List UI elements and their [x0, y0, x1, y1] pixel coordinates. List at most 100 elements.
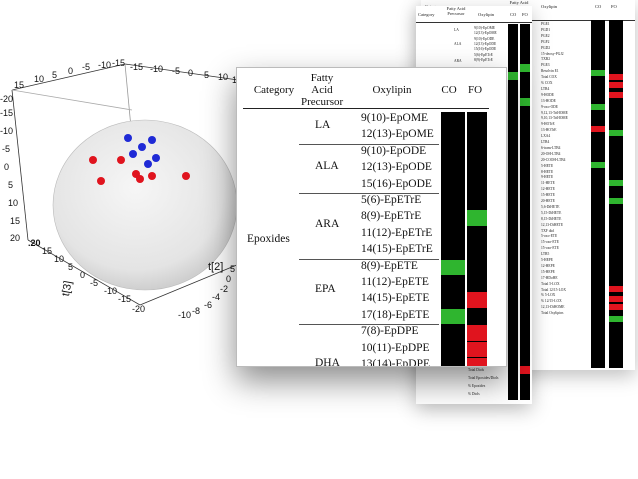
mid-bottom-row: Total Diols	[468, 368, 485, 372]
left-tick-3: -5	[2, 144, 10, 154]
header-category: Category	[253, 84, 295, 96]
right-row-label: TXB2	[541, 57, 550, 62]
mid-row-label: 8(9)-EpETrE	[474, 57, 493, 62]
right-row-label: 5,15-DiHETE	[541, 210, 562, 215]
heatmap-cell	[467, 325, 487, 341]
mid-table-header: Category Fatty Acid Precursor Oxylipin C…	[416, 6, 532, 23]
header-oxylipin: Oxylipin	[372, 84, 412, 96]
left-tick-6: 10	[8, 198, 18, 208]
heatmap-cell	[467, 341, 487, 357]
right-row-label: 13-HODE	[541, 98, 556, 103]
precursor-cell: LA	[315, 119, 331, 132]
oxylipin-cell: 5(6)-EpETrE	[361, 194, 422, 206]
right-heat-cell	[609, 198, 623, 204]
mid-row-label: 15(16)-EpODE	[474, 47, 497, 52]
mid-row-label: 12(13)-EpODE	[474, 41, 497, 46]
oxylipin-cell: 14(15)-EpETrE	[361, 243, 433, 256]
right-tick-3: 5	[230, 264, 235, 274]
right-row-label: 20-OH-LTB4	[541, 151, 561, 156]
mt-h-co: CO	[510, 12, 517, 17]
category-epoxides: Epoxides	[247, 233, 290, 245]
mid-heat-cell	[508, 72, 518, 80]
right-tick-7: -6	[204, 300, 212, 310]
right-heat-cell	[609, 304, 623, 310]
mt-h-category: Category	[418, 12, 435, 17]
bottom-tick-0: .20	[28, 238, 41, 248]
pca-3d-scatter: -20 15 10 5 0 -5 -10 -15 -15 -10 -5 0 5 …	[0, 58, 254, 320]
right-row-label: PGE3	[541, 63, 550, 68]
right-row-label: 9-HODE	[541, 92, 554, 97]
top-tick-r1: -15	[130, 62, 143, 72]
bottom-tick-3: 5	[68, 262, 73, 272]
mid-heat-cell	[520, 366, 530, 374]
scatter-point	[144, 160, 152, 168]
mid-row-label: 9(10)-EpOME	[474, 26, 495, 30]
mid-precursor-label: LA	[454, 28, 459, 32]
top-tick-r4: 0	[188, 68, 193, 78]
bottom-tick-5: -5	[90, 278, 98, 288]
oxylipin-cell: 17(18)-EpETE	[361, 308, 430, 321]
precursor-cell: ARA	[315, 217, 340, 230]
right-heat-cell	[609, 92, 623, 98]
scatter-point	[148, 136, 156, 144]
top-tick-r3: -5	[172, 66, 180, 76]
group-divider	[299, 193, 439, 194]
mid-row-label: 9(10)-EpODE	[474, 36, 495, 41]
scatter-point	[182, 172, 190, 180]
mt-h-precursor: Fatty Acid Precursor	[446, 6, 466, 16]
oxylipin-cell: 8(9)-EpETE	[361, 259, 418, 272]
right-row-label: 15-oxo-ETE	[541, 240, 559, 245]
right-row-label: Total Oxylipins	[541, 311, 564, 316]
right-row-label: Total 12/15-LOX	[541, 287, 566, 292]
right-heat-cell	[609, 20, 623, 368]
right-row-label: 12,13-DiHETE	[541, 222, 564, 227]
top-tick-5: -5	[82, 62, 90, 72]
oxylipin-cell: 12(13)-EpODE	[361, 161, 432, 174]
oxylipin-cell: 9(10)-EpOME	[361, 112, 429, 124]
bottom-tick-8: -20	[132, 304, 145, 314]
right-row-label: 9,12,13-TriHOME	[541, 110, 568, 115]
right-row-label: 9-HETE	[541, 175, 554, 180]
right-row-label: 9-oxo-ODE	[541, 104, 558, 109]
mid-precursor-label: ARA	[454, 59, 462, 63]
right-row-label: 5-oxo-ETE	[541, 234, 558, 239]
left-tick-8: 20	[10, 233, 20, 243]
heatmap-cell	[467, 292, 487, 308]
right-row-label: LTB4	[541, 86, 550, 91]
right-row-label: 6-trans-LTB4	[541, 145, 561, 150]
mid-bottom-row: % Diols	[468, 392, 480, 396]
right-row-label: 20-COOH-LTB4	[541, 157, 566, 162]
mid-co-column	[508, 24, 518, 400]
bottom-tick-7: -15	[118, 294, 131, 304]
precursor-cell: ALA	[315, 160, 339, 173]
scatter-point	[97, 177, 105, 185]
mid-row-label: 5(6)-EpETrE	[474, 52, 493, 57]
right-row-label: PGE1	[541, 22, 550, 26]
right-row-label: PGD2	[541, 45, 550, 50]
group-divider	[299, 143, 439, 145]
right-row-label: 20-HETE	[541, 199, 555, 203]
right-row-label: % COX	[541, 81, 553, 85]
oxylipin-cell: 10(11)-EpDPE	[361, 341, 430, 354]
scatter-points	[89, 134, 190, 185]
top-tick-r5: 5	[204, 70, 209, 80]
right-row-label: 9,10,13-TriHOME	[541, 116, 568, 121]
right-row-label: % 5-LOX	[541, 293, 556, 298]
right-heat-cell	[609, 130, 623, 136]
precursor-cell: DHA	[315, 357, 340, 367]
top-tick-6: -10	[98, 60, 111, 70]
axis-label-t3: t[3]	[60, 280, 74, 297]
rt-h-fo: FO	[611, 4, 617, 9]
heatmap-cell	[467, 358, 487, 366]
right-row-label: 15-HETE	[541, 193, 555, 198]
bottom-tick-6: -10	[104, 286, 117, 296]
right-row-label: LTB5	[541, 252, 550, 257]
scatter-point	[136, 175, 144, 183]
heatmap-cell	[441, 308, 465, 325]
heatmap-cell	[467, 210, 487, 226]
right-heat-cell	[591, 70, 605, 76]
right-heat-cell	[609, 74, 623, 80]
top-tick-1: 15	[14, 80, 24, 90]
right-row-label: 17-HDoHE	[541, 275, 558, 280]
oxylipin-cell: 15(16)-EpODE	[361, 177, 432, 190]
